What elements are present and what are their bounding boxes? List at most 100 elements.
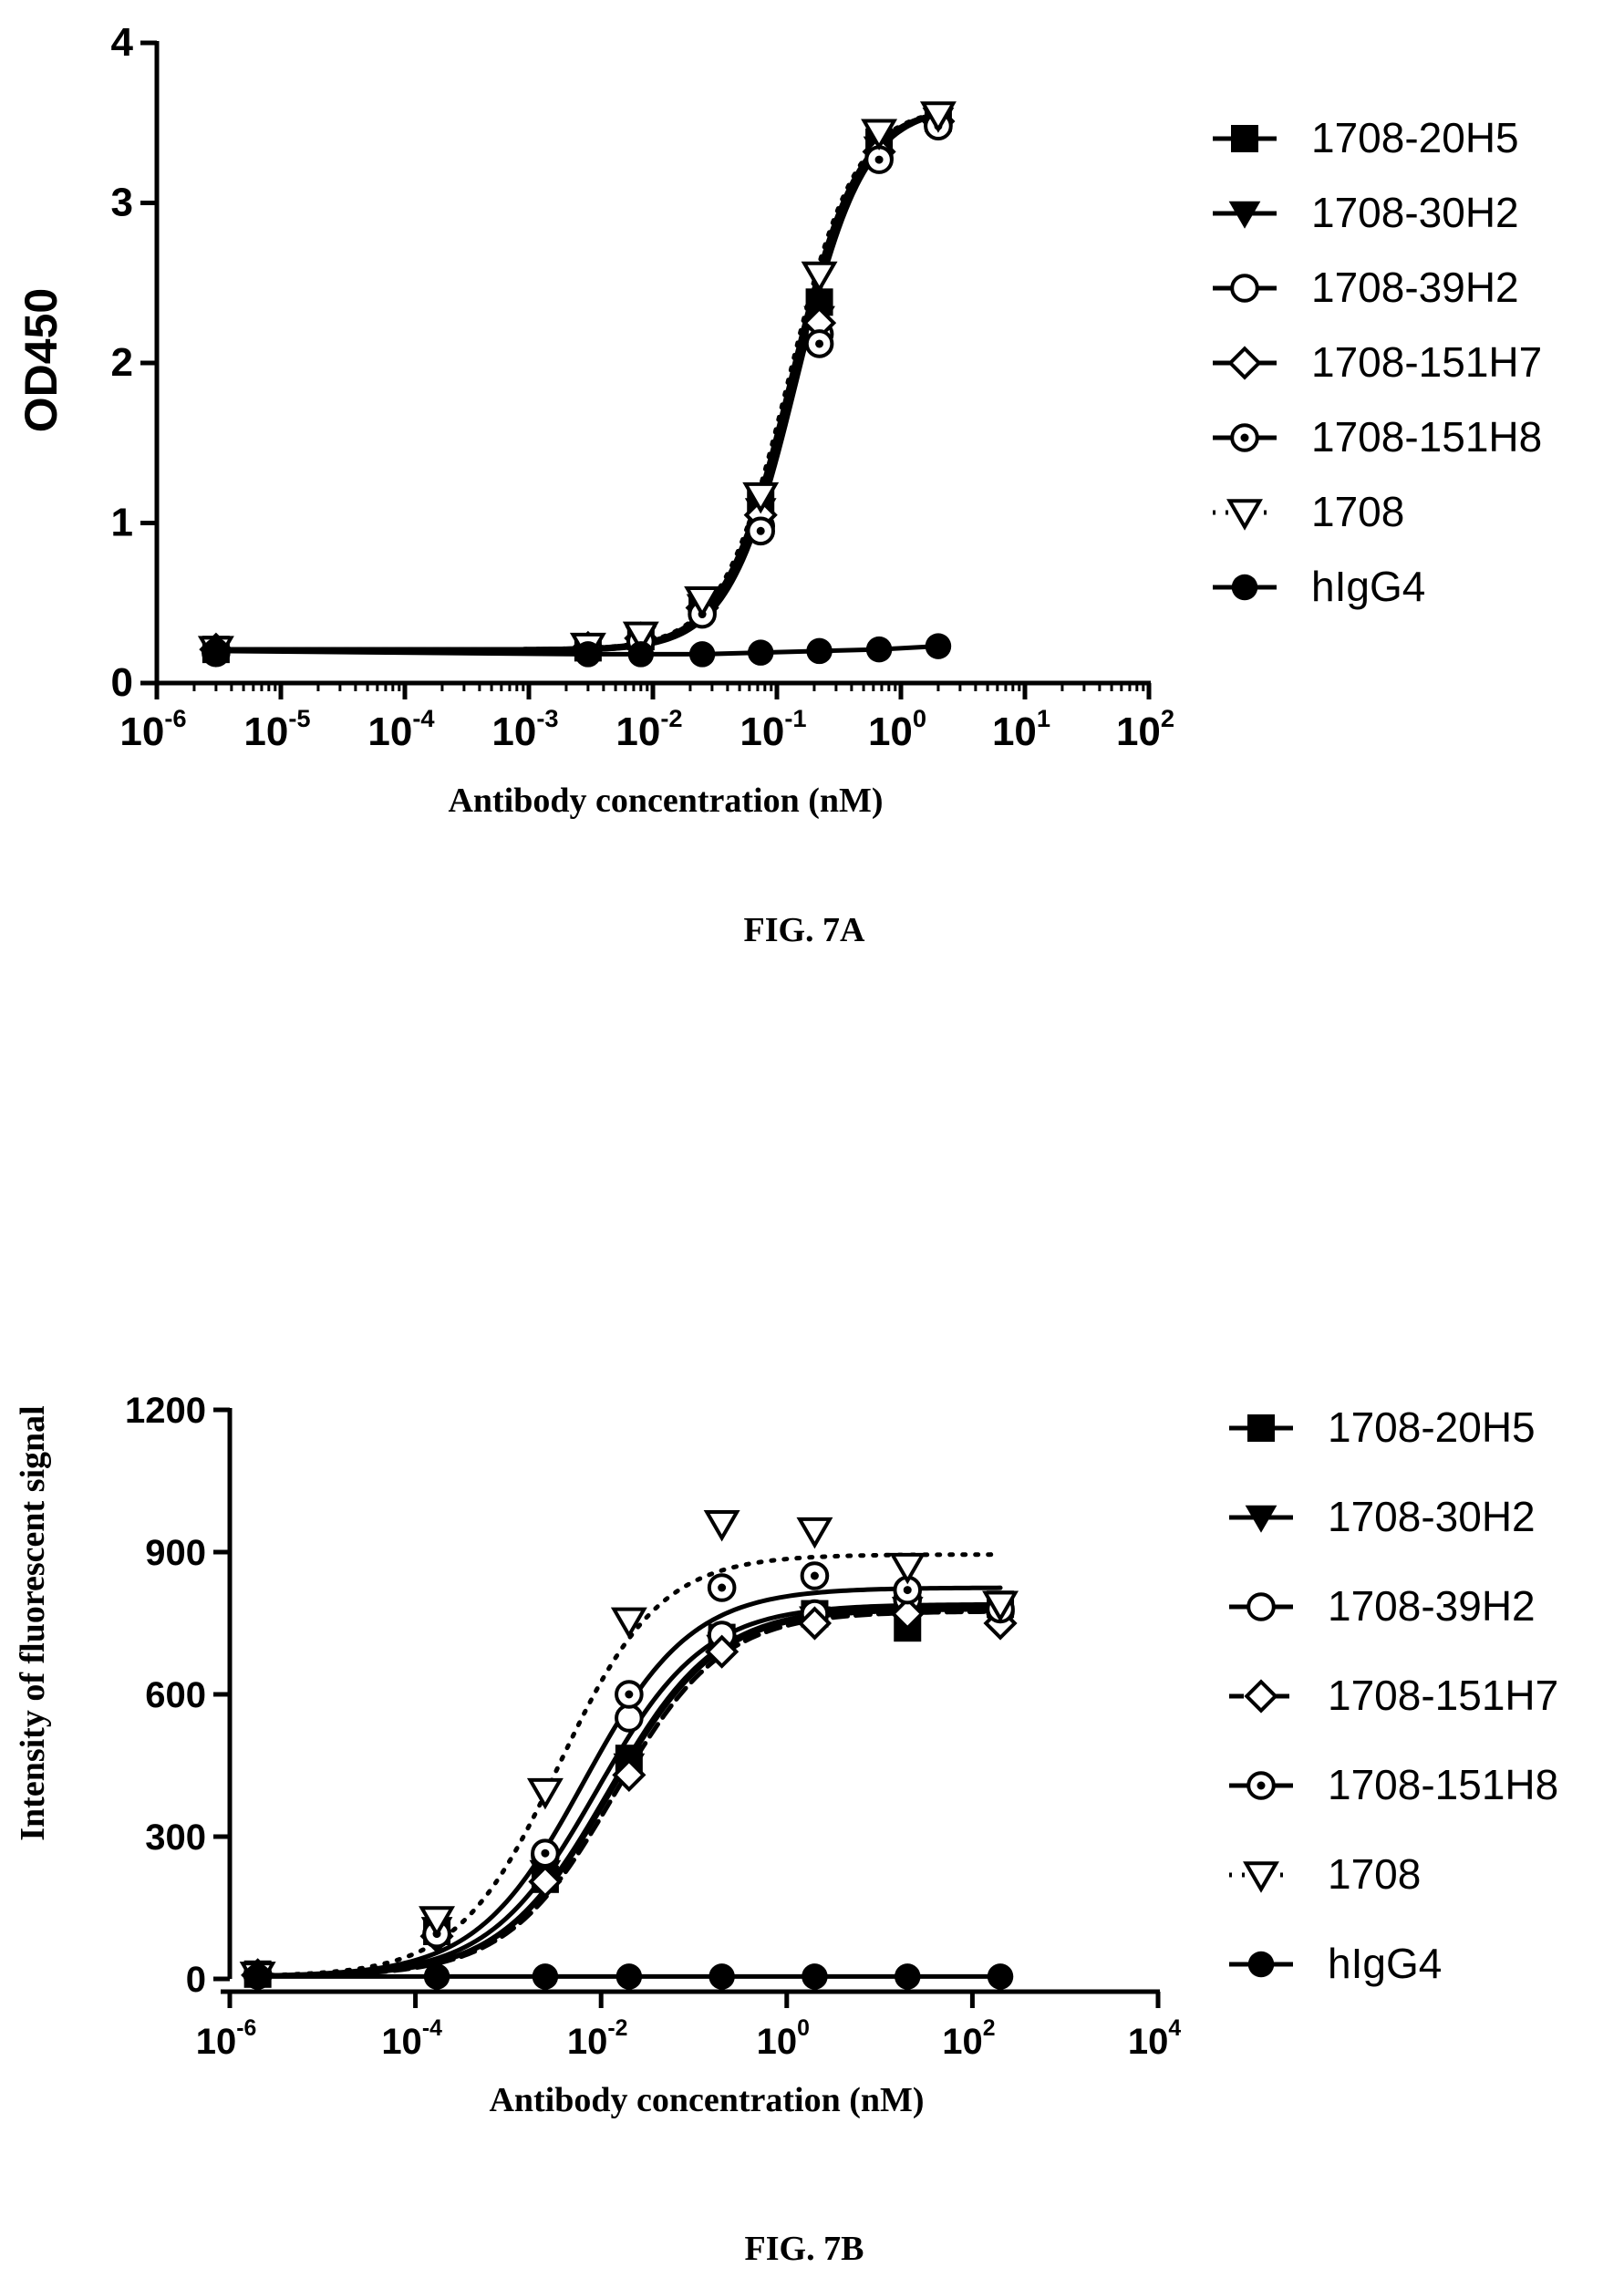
- legend-entry-1708-20h5: 1708-20H5: [1229, 1403, 1536, 1451]
- y-tick-label: 2: [111, 340, 133, 385]
- point-higg4: [423, 1963, 450, 1990]
- y-tick-label: 900: [145, 1533, 206, 1573]
- legend-entry-1708: 1708: [1213, 488, 1404, 535]
- legend-entry-1708-39h2: 1708-39H2: [1213, 264, 1519, 311]
- legend-label: 1708-30H2: [1328, 1493, 1536, 1540]
- point-higg4: [802, 1963, 828, 1990]
- legend-marker: [1230, 274, 1259, 303]
- legend-entry-1708-151h7: 1708-151H7: [1229, 1672, 1558, 1719]
- panel-7b-y-axis-label: Intensity of fluorescent signal: [14, 1405, 52, 1840]
- legend-label: 1708-39H2: [1328, 1582, 1536, 1630]
- legend-entry-1708-151h7: 1708-151H7: [1213, 338, 1542, 386]
- y-tick-label: 0: [111, 660, 133, 705]
- point-higg4: [806, 637, 833, 665]
- legend-label: hIgG4: [1328, 1940, 1442, 1987]
- legend-marker: [1227, 346, 1262, 380]
- legend-entry-1708-39h2: 1708-39H2: [1229, 1582, 1536, 1630]
- legend-label: 1708: [1328, 1850, 1421, 1898]
- legend-marker: [1245, 1505, 1277, 1533]
- legend-label: 1708-151H7: [1311, 338, 1542, 386]
- legend-entry-1708-151h8: 1708-151H8: [1229, 1761, 1558, 1808]
- point-1708: [610, 1607, 647, 1640]
- point-higg4: [987, 1963, 1014, 1990]
- point-1708: [801, 261, 838, 294]
- legend-label: 1708: [1311, 488, 1404, 535]
- y-tick-label: 3: [111, 181, 133, 225]
- legend-entry-1708-20h5: 1708-20H5: [1213, 114, 1519, 161]
- legend-entry-1708-30h2: 1708-30H2: [1229, 1493, 1536, 1540]
- y-tick-label: 0: [186, 1960, 206, 2000]
- point-higg4: [925, 633, 952, 659]
- legend-marker: [1226, 499, 1263, 531]
- panel-7b-caption: FIG. 7B: [745, 2230, 864, 2268]
- legend-entry-1708: 1708: [1229, 1850, 1421, 1898]
- point-higg4: [244, 1963, 271, 1990]
- point-1708: [419, 1906, 456, 1938]
- x-tick-label: 10-6: [196, 2016, 257, 2062]
- legend-marker: [1231, 574, 1258, 601]
- y-tick-label: 4: [111, 20, 134, 65]
- panel-7b-x-axis-label: Antibody concentration (nM): [489, 2081, 924, 2119]
- legend-marker: [1228, 201, 1261, 229]
- legend-label: 1708-30H2: [1311, 189, 1519, 236]
- legend-label: 1708-20H5: [1311, 114, 1519, 161]
- point-higg4: [615, 1963, 643, 1990]
- legend-marker: [1231, 125, 1258, 152]
- point-1708: [703, 1510, 740, 1542]
- legend-label: 1708-151H8: [1328, 1761, 1558, 1808]
- legend-label: 1708-39H2: [1311, 264, 1519, 311]
- point-higg4: [627, 641, 655, 668]
- panel-7a-legend: 1708-20H5 1708-30H2 1708-39H2 1708-151H7 170…: [1213, 114, 1542, 610]
- point-1708: [861, 119, 898, 151]
- legend-entry-1708-151h8: 1708-151H8: [1213, 413, 1542, 461]
- legend-label: 1708-151H8: [1311, 413, 1542, 461]
- point-higg4: [865, 636, 893, 663]
- panel-7b-data-points: [239, 1510, 1019, 1993]
- x-tick-label: 100: [868, 704, 926, 754]
- point-1708-151h8: [707, 1573, 737, 1602]
- x-tick-label: 10-5: [243, 704, 310, 754]
- point-1708-151h8: [746, 516, 776, 546]
- legend-marker: [1247, 1414, 1275, 1442]
- point-1708-151h8: [531, 1838, 560, 1868]
- x-tick-label: 10-4: [381, 2016, 442, 2062]
- point-1708-151h8: [804, 329, 834, 358]
- legend-label: 1708-20H5: [1328, 1403, 1536, 1451]
- point-1708: [796, 1517, 833, 1549]
- point-1708-151h8: [615, 1680, 644, 1709]
- y-tick-label: 300: [145, 1817, 206, 1858]
- panel-7b-legend: 1708-20H5 1708-30H2 1708-39H2 1708-151H7 170…: [1229, 1403, 1558, 1987]
- point-1708: [982, 1590, 1019, 1622]
- point-higg4: [574, 641, 602, 668]
- point-higg4: [688, 641, 716, 668]
- point-higg4: [532, 1963, 559, 1990]
- legend-entry-higg4: hIgG4: [1229, 1940, 1442, 1987]
- y-tick-label: 1: [111, 501, 133, 545]
- panel-7a-caption: FIG. 7A: [744, 911, 866, 949]
- point-1708-151h7: [890, 1597, 925, 1631]
- legend-marker: [1246, 1592, 1276, 1621]
- y-tick-label: 1200: [125, 1391, 206, 1431]
- point-1708-151h7: [797, 1606, 833, 1641]
- legend-marker: [1246, 1771, 1276, 1800]
- point-1708: [889, 1552, 926, 1585]
- x-tick-label: 10-3: [491, 704, 558, 754]
- point-1708: [919, 101, 957, 133]
- point-1708: [526, 1777, 564, 1810]
- point-1708-39h2: [615, 1703, 644, 1733]
- legend-entry-1708-30h2: 1708-30H2: [1213, 189, 1519, 236]
- legend-entry-higg4: hIgG4: [1213, 563, 1425, 610]
- point-1708: [742, 481, 780, 514]
- point-higg4: [202, 637, 230, 665]
- point-higg4: [709, 1963, 735, 1990]
- point-1708: [622, 621, 659, 654]
- legend-marker: [1244, 1679, 1278, 1714]
- point-1708-151h8: [800, 1561, 830, 1590]
- point-higg4: [894, 1963, 921, 1990]
- legend-marker: [1247, 1951, 1275, 1978]
